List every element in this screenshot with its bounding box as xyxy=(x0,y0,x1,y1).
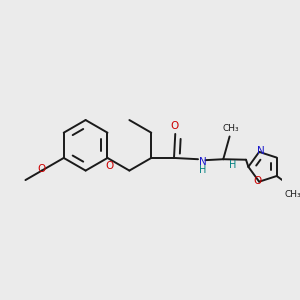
Text: CH₃: CH₃ xyxy=(222,124,239,134)
Text: N: N xyxy=(199,157,207,167)
Text: O: O xyxy=(38,164,46,174)
Text: N: N xyxy=(257,146,265,156)
Text: H: H xyxy=(229,160,236,170)
Text: O: O xyxy=(253,176,261,186)
Text: O: O xyxy=(170,122,178,131)
Text: O: O xyxy=(105,161,113,171)
Text: CH₃: CH₃ xyxy=(285,190,300,199)
Text: H: H xyxy=(199,165,206,176)
